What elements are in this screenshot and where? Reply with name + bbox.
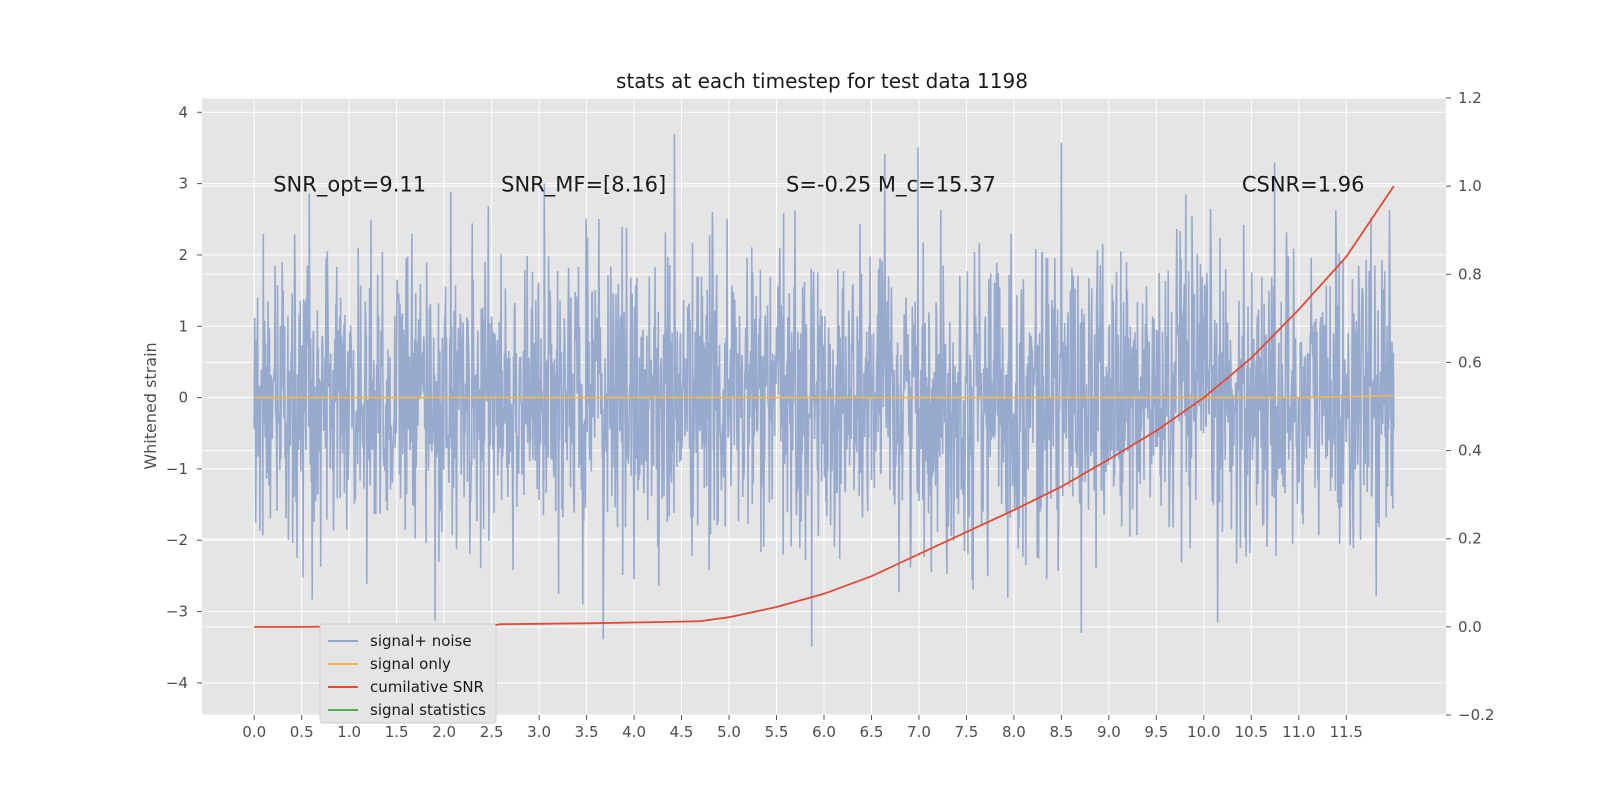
y2-tick-label: 0.2: [1458, 530, 1482, 548]
x-tick-label: 0.0: [242, 723, 266, 741]
y2-tick-label: 1.0: [1458, 177, 1482, 195]
chart-title: stats at each timestep for test data 119…: [616, 69, 1028, 93]
series-signal-only: [254, 394, 1394, 399]
y-tick-label: 0: [178, 389, 188, 407]
y-axis-label: Whitened strain: [141, 342, 160, 469]
x-tick-label: 4.0: [622, 723, 646, 741]
series-signal-noise: [253, 134, 1395, 647]
x-tick-label: 0.5: [290, 723, 314, 741]
legend-label: signal only: [370, 655, 451, 673]
x-tick-label: 8.0: [1002, 723, 1026, 741]
y2-tick-label: −0.2: [1458, 706, 1494, 724]
annotation-label: CSNR=1.96: [1242, 173, 1365, 197]
x-tick-label: 3.5: [575, 723, 599, 741]
y-tick-label: 1: [178, 317, 188, 335]
x-tick-label: 1.5: [385, 723, 409, 741]
annotations: SNR_opt=9.11 SNR_MF=[8.16] S=-0.25 M_c=15.…: [273, 173, 1364, 198]
x-axis: 0.0 0.5 1.0 1.5 2.0 2.5 3.0 3.5 4.0 4.5 5.0 5.5 6.0 6…: [242, 715, 1363, 741]
y-axis-right: 1.2 1.0 0.8 0.6 0.4 0.2 0.0 −0.2: [1446, 89, 1494, 724]
legend: signal+ noise signal only cumilative SNR si…: [319, 623, 497, 724]
y-tick-label: −4: [166, 674, 188, 692]
legend-label: signal+ noise: [370, 632, 472, 650]
x-tick-label: 11.0: [1282, 723, 1315, 741]
y-tick-label: 3: [178, 175, 188, 193]
x-tick-label: 1.0: [337, 723, 361, 741]
x-tick-label: 4.5: [670, 723, 694, 741]
x-tick-label: 8.5: [1049, 723, 1073, 741]
annotation-label: S=-0.25 M_c=15.37: [786, 173, 996, 198]
x-tick-label: 7.5: [955, 723, 979, 741]
legend-label: signal statistics: [370, 701, 486, 719]
y-tick-label: 2: [178, 246, 188, 264]
annotation-label: SNR_MF=[8.16]: [501, 173, 666, 198]
y2-tick-label: 0.8: [1458, 265, 1482, 283]
legend-label: cumilative SNR: [370, 678, 484, 696]
x-tick-label: 10.5: [1235, 723, 1268, 741]
x-tick-label: 7.0: [907, 723, 931, 741]
y-tick-label: −3: [166, 603, 188, 621]
legend-box: [319, 623, 497, 724]
x-tick-label: 9.0: [1097, 723, 1121, 741]
annotation-label: SNR_opt=9.11: [273, 173, 426, 198]
x-tick-label: 5.5: [765, 723, 789, 741]
x-tick-label: 3.0: [527, 723, 551, 741]
y2-tick-label: 0.0: [1458, 618, 1482, 636]
x-tick-label: 9.5: [1144, 723, 1168, 741]
y2-tick-label: 0.4: [1458, 442, 1482, 460]
y-tick-label: −1: [166, 460, 188, 478]
x-tick-label: 2.0: [432, 723, 456, 741]
y-axis-left: 4 3 2 1 0 −1 −2 −3 −4: [166, 103, 202, 692]
x-tick-label: 6.0: [812, 723, 836, 741]
x-tick-label: 11.5: [1330, 723, 1363, 741]
y-tick-label: −2: [166, 531, 188, 549]
x-tick-label: 2.5: [480, 723, 504, 741]
y-tick-label: 4: [178, 103, 188, 121]
x-tick-label: 10.0: [1187, 723, 1220, 741]
x-tick-label: 5.0: [717, 723, 741, 741]
y2-tick-label: 0.6: [1458, 353, 1482, 371]
x-tick-label: 6.5: [860, 723, 884, 741]
y2-tick-label: 1.2: [1458, 89, 1482, 107]
